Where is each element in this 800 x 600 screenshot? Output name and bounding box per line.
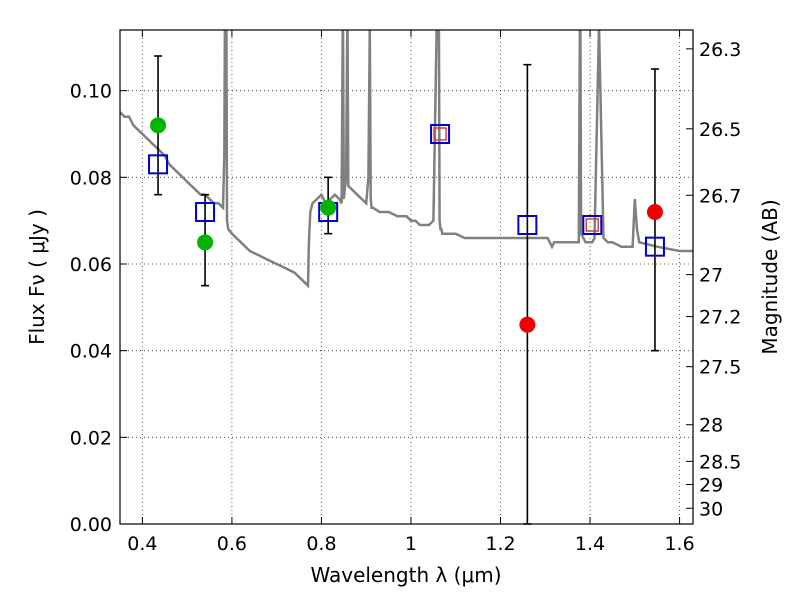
red-obs-point <box>646 204 663 220</box>
model-square-marker <box>148 154 169 175</box>
green-obs-point <box>320 199 337 216</box>
right-tick-label: 28.5 <box>699 451 741 473</box>
x-axis-label: Wavelength λ (μm) <box>310 563 501 587</box>
inner-square-marker <box>585 218 600 232</box>
y-tick-label: 0.04 <box>70 341 112 363</box>
right-tick-label: 26.5 <box>699 119 741 141</box>
model-square-marker <box>582 215 603 235</box>
right-axis-label: Magnitude (AB) <box>758 199 782 354</box>
error-bars <box>154 55 659 525</box>
y-tick-label: 0.00 <box>70 514 112 536</box>
x-tick-label: 0.6 <box>217 533 247 555</box>
model-square-marker <box>644 236 665 257</box>
red-obs-point <box>519 316 536 333</box>
plot-frame <box>119 29 694 525</box>
x-tick-label: 1.2 <box>485 533 515 555</box>
x-tick-label: 1.6 <box>664 533 694 555</box>
x-tick-label: 0.8 <box>306 533 336 555</box>
inner-square-marker <box>433 127 447 141</box>
x-axis-ticks: 0.4 0.6 0.8 1 1.2 1.4 1.6 <box>127 30 695 555</box>
right-tick-label: 26.3 <box>699 39 741 61</box>
model-square-marker <box>430 124 451 144</box>
y-tick-label: 0.10 <box>70 81 112 103</box>
x-tick-label: 0.4 <box>127 533 157 555</box>
data-markers <box>148 117 665 333</box>
grid-lines <box>120 30 693 525</box>
right-tick-label: 27.5 <box>699 357 741 379</box>
model-square-marker <box>195 202 216 222</box>
right-tick-label: 27 <box>699 265 723 287</box>
model-square-marker <box>517 215 538 235</box>
right-tick-label: 27.2 <box>699 307 741 329</box>
x-tick-label: 1.4 <box>575 533 605 555</box>
y-axis-label: Flux Fν ( μJy ) <box>25 209 49 345</box>
y-tick-label: 0.06 <box>70 254 112 276</box>
green-obs-point <box>197 234 214 251</box>
y-axis-ticks: 0.00 0.02 0.04 0.06 0.08 0.10 <box>70 81 127 536</box>
right-tick-label: 30 <box>699 498 723 520</box>
x-tick-label: 1 <box>405 533 417 555</box>
y-tick-label: 0.08 <box>70 167 112 189</box>
right-tick-label: 26.7 <box>699 185 741 207</box>
right-tick-label: 29 <box>699 474 723 496</box>
right-tick-label: 28 <box>699 415 723 437</box>
y-tick-label: 0.02 <box>70 427 112 449</box>
green-obs-point <box>150 117 167 134</box>
